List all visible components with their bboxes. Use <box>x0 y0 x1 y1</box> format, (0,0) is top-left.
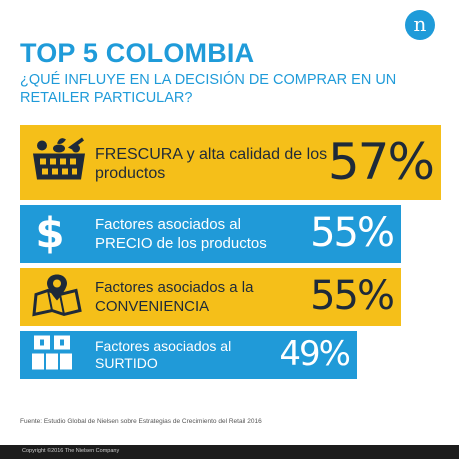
bar-value-label: 57% <box>327 132 435 191</box>
copyright-text: Copyright ©2016 The Nielsen Company <box>22 448 120 454</box>
bar-surtido: Factores asociados al SURTIDO 49% <box>20 331 357 379</box>
source-note: Fuente: Estudio Global de Nielsen sobre … <box>20 418 262 425</box>
bar-precio: $ Factores asociados al PRECIO de los pr… <box>20 205 401 263</box>
bar-label-rest: y alta calidad de los productos <box>95 146 328 182</box>
bar-label: Factores asociados al PRECIO de los prod… <box>95 216 267 252</box>
nielsen-logo: n <box>405 10 435 40</box>
map-pin-icon <box>30 273 82 322</box>
bar-label: Factores asociados a la CONVENIENCIA <box>95 279 254 315</box>
footer-bar: Copyright ©2016 The Nielsen Company <box>0 445 459 459</box>
bar-value-label: 49% <box>279 334 351 375</box>
bar-label-strong: FRESCURA <box>95 146 183 163</box>
basket-icon <box>30 135 88 190</box>
page-subtitle: ¿QUÉ INFLUYE EN LA DECISIÓN DE COMPRAR E… <box>20 72 397 106</box>
bar-frescura: FRESCURA y alta calidad de los productos… <box>20 125 441 200</box>
page-title: TOP 5 COLOMBIA <box>20 38 255 68</box>
bar-value-label: 55% <box>310 273 395 320</box>
bar-label: FRESCURA y alta calidad de los productos <box>95 145 345 183</box>
dollar-icon: $ <box>30 209 70 259</box>
bar-label: Factores asociados al SURTIDO <box>95 338 232 371</box>
boxes-icon <box>30 334 74 377</box>
bar-conveniencia: Factores asociados a la CONVENIENCIA 55% <box>20 268 401 326</box>
svg-text:$: $ <box>35 210 64 254</box>
bar-value-label: 55% <box>310 210 395 257</box>
